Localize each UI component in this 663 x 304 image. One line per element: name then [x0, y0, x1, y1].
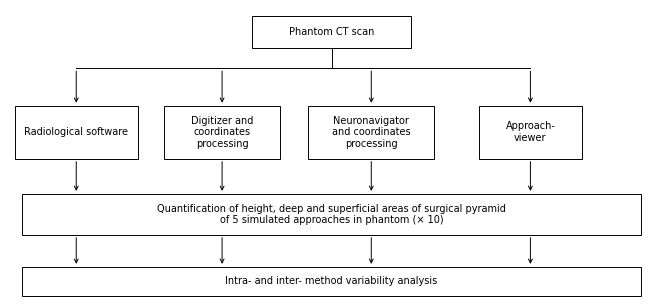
Text: Quantification of height, deep and superficial areas of surgical pyramid
of 5 si: Quantification of height, deep and super… [157, 203, 506, 225]
Text: Digitizer and
coordinates
processing: Digitizer and coordinates processing [191, 116, 253, 149]
FancyBboxPatch shape [252, 16, 411, 48]
Text: Approach-
viewer: Approach- viewer [505, 121, 556, 143]
FancyBboxPatch shape [21, 267, 642, 295]
Text: Intra- and inter- method variability analysis: Intra- and inter- method variability ana… [225, 276, 438, 286]
FancyBboxPatch shape [308, 106, 434, 159]
FancyBboxPatch shape [164, 106, 280, 159]
FancyBboxPatch shape [21, 194, 642, 235]
Text: Radiological software: Radiological software [25, 127, 128, 137]
FancyBboxPatch shape [479, 106, 582, 159]
FancyBboxPatch shape [15, 106, 138, 159]
Text: Neuronavigator
and coordinates
processing: Neuronavigator and coordinates processin… [332, 116, 410, 149]
Text: Phantom CT scan: Phantom CT scan [289, 27, 374, 37]
